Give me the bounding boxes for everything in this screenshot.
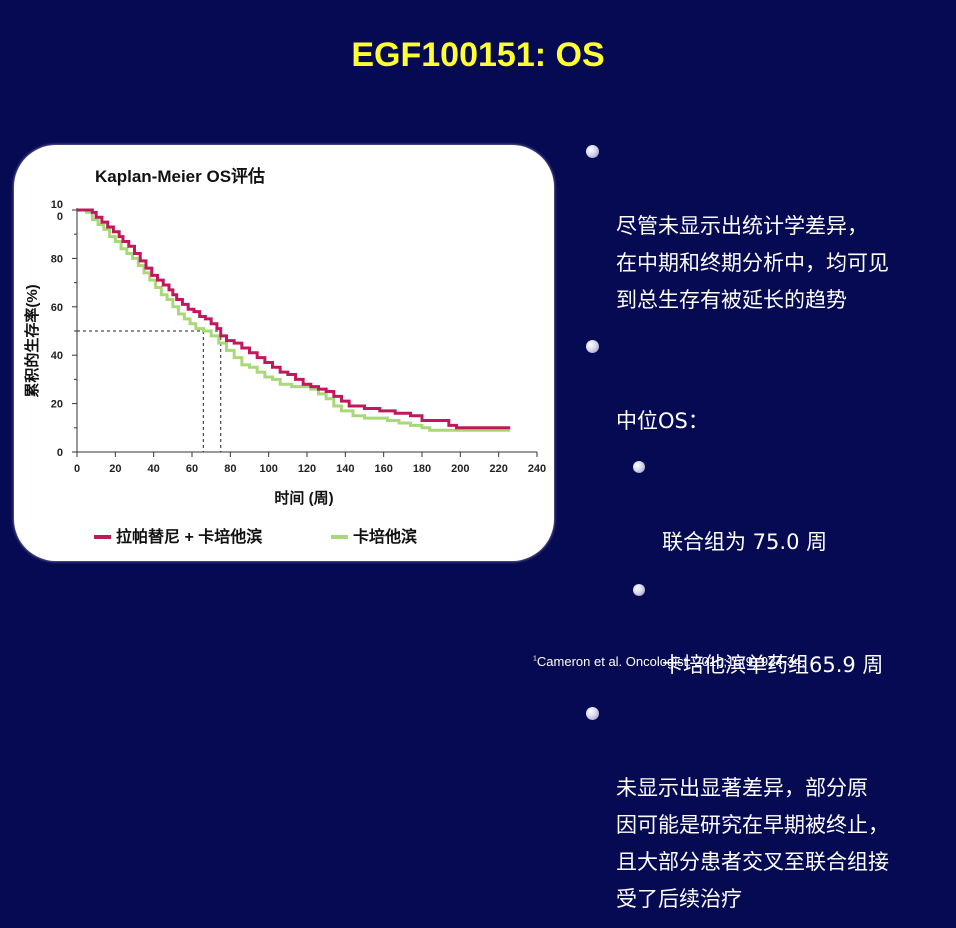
x-tick-label: 160 <box>374 463 392 475</box>
legend-label-combination: 拉帕替尼 + 卡培他滨 <box>116 527 262 546</box>
reference-citation: 1Cameron et al. Oncologist. 2010;15(9):9… <box>533 654 805 669</box>
x-tick-label: 100 <box>259 463 277 475</box>
legend-label-capecitabine: 卡培他滨 <box>353 527 417 546</box>
bullet-dot-icon <box>633 584 645 596</box>
y-tick-label: 0 <box>57 447 63 459</box>
y-axis-label: 累积的生存率(%) <box>23 284 41 397</box>
reference-text: Cameron et al. Oncologist. 2010;15(9):92… <box>536 654 806 669</box>
x-tick-label: 20 <box>109 463 121 475</box>
y-tick-label: 40 <box>51 350 63 362</box>
y-tick-label: 0 <box>57 211 63 223</box>
bullet-combination-group: 联合组为 75.0 周 <box>582 450 942 561</box>
x-tick-label: 220 <box>489 463 507 475</box>
bullet-monotherapy-group: 卡培他滨单药组65.9 周 <box>582 573 942 684</box>
y-tick-label: 20 <box>51 399 63 411</box>
bullet-dot-icon <box>586 707 599 720</box>
x-tick-label: 140 <box>336 463 354 475</box>
x-tick-label: 0 <box>74 463 80 475</box>
bullet-median-os-text: 中位OS： <box>616 409 709 433</box>
x-tick-label: 40 <box>148 463 160 475</box>
reference-superscript: 1 <box>533 655 537 663</box>
km-curve-capecitabine <box>77 208 511 432</box>
x-axis-label: 时间 (周) <box>274 489 333 507</box>
x-tick-label: 200 <box>451 463 469 475</box>
x-tick-label: 240 <box>528 463 546 475</box>
bullet-median-os: 中位OS： <box>582 329 942 440</box>
chart-title: Kaplan-Meier OS评估 <box>95 167 266 186</box>
km-chart: 0 20 40 60 80 100 120 140 160 180 200 220 2400204060… <box>23 199 546 546</box>
bullet-combination-text: 联合组为 75.0 周 <box>662 530 828 554</box>
km-curve-combination <box>77 208 511 430</box>
x-tick-label: 120 <box>298 463 316 475</box>
bullet-dot-icon <box>586 145 599 158</box>
chart-panel: Kaplan-Meier OS评估 0 20 40 60 80 100 120 140 160 1… <box>14 145 554 561</box>
bullet-no-difference-text: 未显示出显著差异，部分原 因可能是研究在早期被终止， 且大部分患者交叉至联合组接… <box>616 776 889 911</box>
slide-title: EGF100151: OS <box>351 36 605 74</box>
bullet-no-difference: 未显示出显著差异，部分原 因可能是研究在早期被终止， 且大部分患者交叉至联合组接… <box>582 696 942 918</box>
y-tick-label: 80 <box>51 253 63 265</box>
x-tick-label: 180 <box>413 463 431 475</box>
x-tick-label: 60 <box>186 463 198 475</box>
y-tick-label: 10 <box>51 199 63 211</box>
bullet-trend: 尽管未显示出统计学差异， 在中期和终期分析中，均可见 到总生存有被延长的趋势 <box>582 134 942 319</box>
bullet-dot-icon <box>633 461 645 473</box>
y-tick-label: 60 <box>51 302 63 314</box>
bullet-monotherapy-text: 卡培他滨单药组65.9 周 <box>662 653 884 677</box>
bullet-dot-icon <box>586 340 599 353</box>
x-tick-label: 80 <box>224 463 236 475</box>
bullet-trend-text: 尽管未显示出统计学差异， 在中期和终期分析中，均可见 到总生存有被延长的趋势 <box>616 214 889 312</box>
bullet-list: 尽管未显示出统计学差异， 在中期和终期分析中，均可见 到总生存有被延长的趋势 中… <box>582 134 942 928</box>
